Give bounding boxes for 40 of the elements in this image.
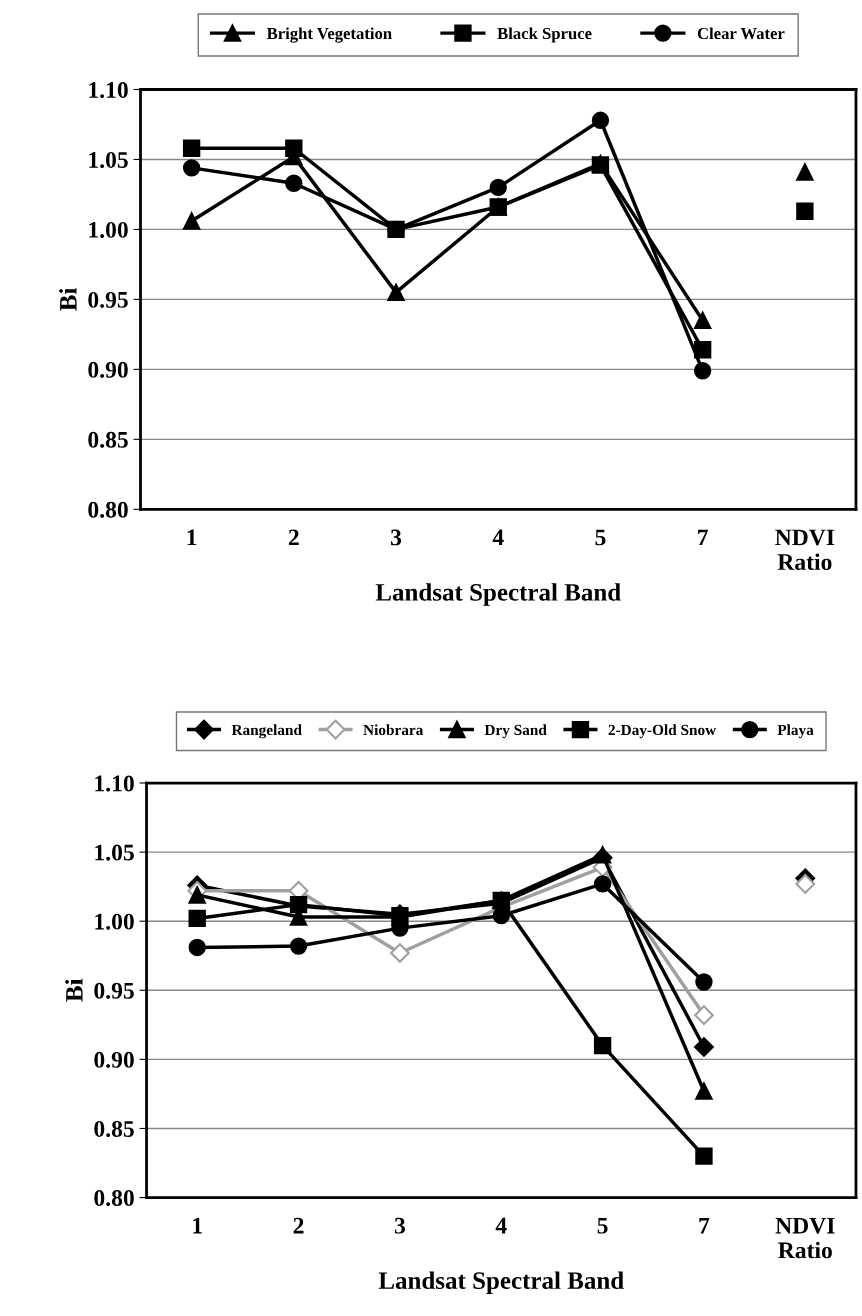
y-tick-label: 1.00: [95, 913, 134, 930]
y-tick-label: 0.95: [88, 291, 128, 308]
x-axis-title: Landsat Spectral Band: [375, 583, 621, 606]
x-tick-label: 5: [595, 529, 606, 546]
x-tick-label: 4: [492, 529, 504, 546]
x-axis-title: Landsat Spectral Band: [378, 1271, 624, 1295]
y-tick-label: 1.00: [89, 221, 128, 238]
x-tick-label: 4: [495, 1217, 507, 1234]
legend-label: Bright Vegetation: [266, 27, 392, 43]
y-tick-label: 0.90: [88, 361, 128, 378]
legend-label: Clear Water: [697, 27, 785, 40]
y-tick-label: 1.05: [89, 151, 128, 168]
x-tick-label: 5: [597, 1217, 608, 1234]
legend-label: Playa: [777, 724, 814, 739]
x-tick-label: 2: [293, 1217, 304, 1234]
x-tick-label: NDVI Ratio: [775, 1217, 835, 1259]
x-tick-label: 7: [698, 529, 708, 546]
y-tick-label: 1.10: [89, 81, 128, 99]
y-tick-label: 1.05: [95, 844, 134, 861]
x-tick-label: 3: [394, 1217, 405, 1234]
x-tick-label: 7: [699, 1217, 710, 1234]
y-tick-label: 0.80: [94, 1190, 134, 1207]
y-tick-label: 0.90: [94, 1051, 134, 1068]
legend-label: Niobrara: [363, 724, 424, 736]
legend-label: Dry Sand: [484, 724, 547, 739]
x-tick-label: 2: [288, 529, 299, 546]
y-tick-label: 0.80: [88, 501, 128, 518]
x-tick-label: NDVI Ratio: [775, 529, 835, 571]
y-axis-title: Bi: [59, 287, 77, 311]
y-tick-label: 1.10: [95, 775, 134, 792]
x-tick-label: 1: [187, 529, 197, 546]
y-tick-label: 0.85: [88, 431, 128, 448]
legend-label: Rangeland: [231, 724, 302, 739]
legend-label: Black Spruce: [497, 27, 592, 43]
y-tick-label: 0.85: [94, 1120, 134, 1137]
x-tick-label: 1: [193, 1217, 202, 1234]
y-tick-label: 0.95: [94, 982, 134, 999]
x-tick-label: 3: [391, 529, 402, 546]
y-axis-title: Bi: [65, 978, 83, 1002]
legend-label: 2-Day-Old Snow: [608, 724, 717, 739]
